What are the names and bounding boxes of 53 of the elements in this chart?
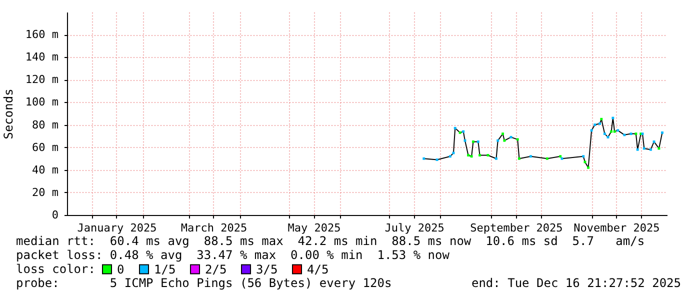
x-tick-label: March 2025 — [180, 222, 248, 234]
point — [454, 126, 456, 130]
point — [422, 157, 426, 160]
point — [502, 132, 504, 136]
point — [546, 157, 548, 160]
point — [642, 147, 646, 150]
point — [658, 147, 660, 150]
text: probe: 5 ICMP Echo Pings (56 Bytes) every 120s — [16, 276, 392, 290]
y-tick-label: 80 m — [32, 118, 59, 132]
y-tick-label: 120 m — [25, 73, 59, 86]
point — [462, 130, 465, 133]
point — [616, 129, 620, 132]
point — [590, 129, 593, 132]
point — [496, 139, 500, 142]
point — [448, 155, 452, 158]
legend-title: loss color: — [16, 262, 96, 276]
y-tick-label: 20 m — [32, 186, 59, 199]
legend-label: 2/5 — [205, 262, 227, 276]
point — [470, 155, 473, 158]
text: median rtt: 60.4 ms avg 88.5 ms max 42.2 ms min 88.5 ms now 10.6 ms sd 5.7 am/s — [16, 234, 645, 248]
y-axis-title: Seconds — [1, 88, 16, 140]
y-tick-label: 0 — [52, 208, 58, 222]
point — [610, 130, 613, 133]
point — [516, 138, 519, 141]
x-tick-label: January 2025 — [77, 222, 157, 234]
point — [503, 139, 506, 142]
x-tick-label: July 2025 — [384, 222, 444, 234]
legend-label: 1/5 — [154, 262, 176, 276]
point — [476, 140, 480, 143]
point — [458, 131, 462, 134]
y-tick-label: 40 m — [32, 163, 59, 176]
legend-label: 0 — [117, 262, 124, 276]
legend-label: 3/5 — [256, 262, 278, 276]
point — [623, 134, 626, 136]
point — [636, 148, 639, 151]
point — [634, 132, 638, 136]
point — [613, 130, 616, 133]
y-tick-label: 100 m — [25, 96, 59, 109]
point — [494, 157, 498, 160]
text: end: Tue Dec 16 21:27:52 2025 — [471, 276, 681, 290]
legend-label: 4/5 — [307, 262, 329, 276]
x-tick-label: November 2025 — [574, 222, 660, 234]
point — [582, 155, 585, 158]
x-tick-label: May 2025 — [288, 222, 341, 234]
y-tick-label: 160 m — [25, 28, 59, 42]
point — [600, 118, 603, 120]
y-tick-label: 60 m — [32, 140, 59, 154]
point — [472, 140, 474, 143]
y-tick-label: 140 m — [25, 50, 59, 64]
point — [603, 132, 606, 136]
text: packet loss: 0.48 % avg 33.47 % max 0.00 % min 1.53 % now — [16, 248, 450, 262]
line-series — [423, 118, 663, 168]
x-tick-label: September 2025 — [470, 222, 563, 234]
